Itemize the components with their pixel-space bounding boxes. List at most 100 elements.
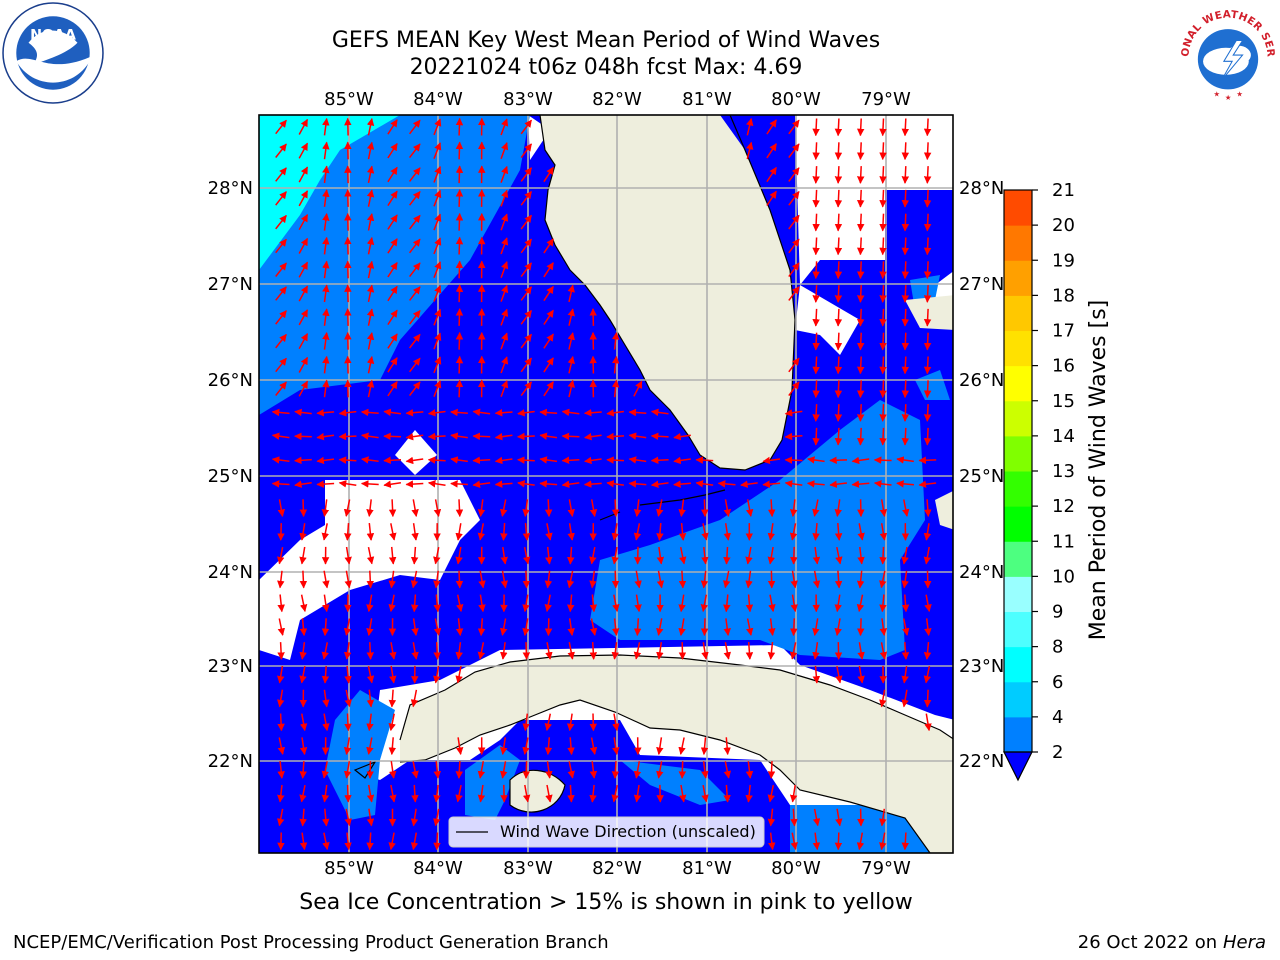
wind-wave-arrow <box>879 285 887 303</box>
colorbar-segment <box>1004 646 1032 683</box>
wind-wave-arrow <box>338 432 357 441</box>
wind-wave-arrow <box>366 189 375 207</box>
wind-wave-arrow <box>851 480 870 488</box>
lat-label: 23°N <box>208 656 253 677</box>
wind-wave-arrow <box>520 262 533 278</box>
wind-wave-arrow <box>611 784 619 803</box>
wind-wave-arrow <box>277 761 285 779</box>
wind-wave-arrow <box>788 262 800 278</box>
wind-wave-arrow <box>383 408 401 417</box>
wind-wave-arrow <box>321 618 330 637</box>
wind-wave-arrow <box>500 237 509 255</box>
wind-wave-arrow <box>768 832 776 851</box>
wind-wave-arrow <box>322 689 330 708</box>
wind-wave-arrow <box>433 499 442 517</box>
wind-wave-arrow <box>409 333 421 349</box>
wind-wave-arrow <box>701 546 709 565</box>
wind-wave-arrow <box>856 213 865 232</box>
wind-wave-arrow <box>879 308 887 327</box>
wind-wave-arrow <box>901 570 909 589</box>
wind-wave-arrow <box>879 404 887 422</box>
wind-wave-arrow <box>522 761 530 779</box>
wind-wave-arrow <box>411 761 419 779</box>
wind-wave-arrow <box>834 332 843 351</box>
wind-wave-arrow <box>494 480 513 488</box>
colorbar-segment <box>1004 435 1032 472</box>
wind-wave-arrow <box>322 284 330 303</box>
wind-wave-arrow <box>790 832 798 851</box>
wind-wave-arrow <box>500 213 509 231</box>
wind-wave-arrow <box>409 167 421 182</box>
wind-wave-arrow <box>901 118 910 137</box>
wind-wave-arrow <box>923 523 932 541</box>
lat-labels-left: 28°N 27°N 26°N 25°N 24°N 23°N 22°N <box>208 178 253 772</box>
svg-text:★: ★ <box>1225 93 1232 102</box>
wind-wave-arrow <box>494 408 513 417</box>
wind-wave-arrow <box>360 408 379 417</box>
wind-wave-arrow <box>321 642 329 660</box>
lat-label: 22°N <box>959 751 1004 772</box>
wind-wave-arrow <box>500 523 508 541</box>
wind-wave-arrow <box>834 499 842 517</box>
wind-wave-arrow <box>589 618 598 636</box>
colorbar-segment <box>1004 716 1032 753</box>
lon-label: 85°W <box>324 858 374 879</box>
wind-wave-arrow <box>277 642 285 660</box>
wind-wave-arrow <box>366 260 375 279</box>
wind-wave-arrow <box>455 189 464 207</box>
wind-wave-arrow <box>500 308 509 326</box>
wind-wave-arrow <box>522 737 530 755</box>
wind-wave-arrow <box>433 832 441 851</box>
wind-wave-arrow <box>366 308 375 326</box>
colorbar-tick-label: 8 <box>1052 637 1063 658</box>
wind-wave-arrow <box>433 784 441 803</box>
wind-wave-arrow <box>433 642 441 660</box>
wind-wave-arrow <box>366 642 375 660</box>
wind-wave-arrow <box>366 213 375 231</box>
wind-wave-arrow <box>366 523 375 541</box>
wind-wave-arrow <box>723 618 731 636</box>
wind-wave-arrow <box>544 499 553 518</box>
wind-wave-arrow <box>455 284 464 303</box>
wind-wave-arrow <box>366 594 374 613</box>
wind-wave-arrow <box>856 237 865 256</box>
wind-wave-arrow <box>366 236 375 255</box>
wind-wave-arrow <box>650 432 669 441</box>
wind-wave-arrow <box>567 355 575 374</box>
wind-wave-arrow <box>834 356 843 375</box>
wind-wave-arrow <box>338 456 357 464</box>
wind-wave-arrow <box>835 546 843 565</box>
lat-label: 26°N <box>208 370 253 391</box>
wind-wave-arrow <box>583 480 602 488</box>
wind-wave-arrow <box>611 355 620 374</box>
wind-wave-arrow <box>522 784 531 803</box>
wind-wave-arrow <box>322 570 330 589</box>
wind-wave-arrow <box>745 642 754 660</box>
wind-wave-arrow <box>766 190 777 206</box>
lat-label: 23°N <box>959 656 1004 677</box>
wind-wave-arrow <box>879 523 888 541</box>
wind-wave-arrow <box>343 761 352 779</box>
wind-wave-arrow <box>746 141 754 160</box>
wind-wave-arrow <box>275 381 287 396</box>
wind-wave-arrow <box>678 761 687 779</box>
wind-wave-arrow <box>567 594 575 613</box>
lon-label: 84°W <box>413 89 463 110</box>
wind-wave-arrow <box>678 523 687 541</box>
wind-wave-arrow <box>478 570 486 589</box>
wind-wave-arrow <box>923 285 932 303</box>
lon-label: 83°W <box>503 89 553 110</box>
wind-wave-arrow <box>522 523 531 541</box>
wind-wave-arrow <box>275 333 287 349</box>
wind-wave-arrow <box>433 237 442 255</box>
lon-label: 85°W <box>324 89 374 110</box>
colorbar-segment <box>1004 541 1032 577</box>
wind-wave-arrow <box>807 456 825 464</box>
wind-wave-arrow <box>409 119 421 135</box>
wind-wave-arrow <box>788 238 800 254</box>
wind-wave-arrow <box>388 832 396 851</box>
lon-labels-bottom: 85°W 84°W 83°W 82°W 81°W 80°W 79°W <box>324 858 911 879</box>
wind-wave-arrow <box>366 784 375 803</box>
wind-wave-arrow <box>321 665 330 684</box>
wind-wave-arrow <box>834 285 843 303</box>
